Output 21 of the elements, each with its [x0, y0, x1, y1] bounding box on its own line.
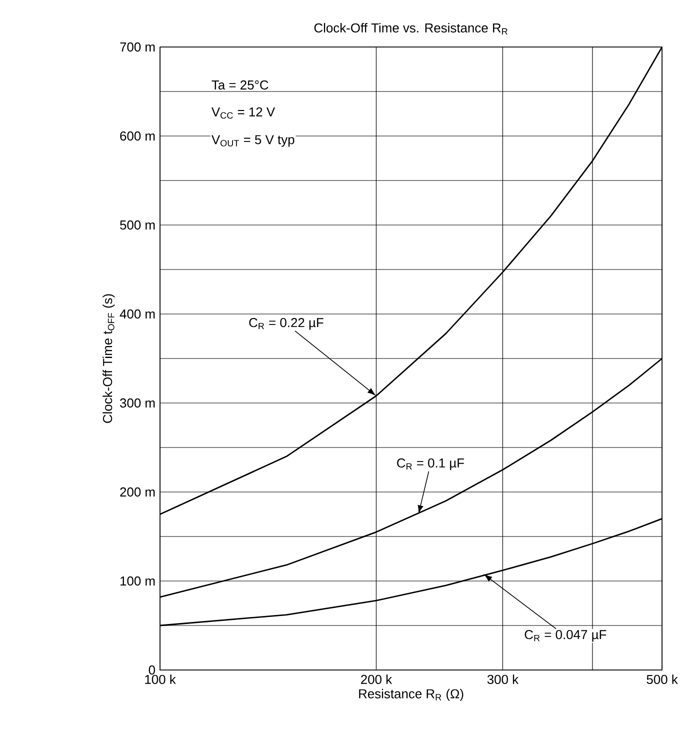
x-tick-label: 500 k — [646, 674, 678, 684]
x-tick-label: 300 k — [487, 674, 519, 684]
annotation: C$_{R}$ = 0.047 µF — [524, 630, 606, 642]
chart-title: Clock-Off Time vs. Resistance R$_{R}$ — [314, 22, 508, 35]
x-tick-label: 100 k — [145, 674, 176, 684]
y-tick-label: 500 m — [120, 220, 155, 230]
annotation: C$_{R}$ = 0.1 µF — [397, 458, 464, 470]
y-tick-label: 100 m — [120, 576, 155, 586]
y-tick-label: 600 m — [120, 131, 155, 141]
y-tick-label: 400 m — [120, 309, 155, 319]
x-tick-label: 200 k — [361, 674, 392, 684]
y-tick-label: 0 — [148, 665, 156, 675]
y-tick-label: 300 m — [120, 398, 155, 408]
y-axis-title: Clock-Off Time t$_{OFF}$ (s) — [102, 294, 115, 423]
annotation: Ta = 25°C — [212, 80, 268, 90]
y-tick-label: 200 m — [120, 487, 155, 497]
y-tick-label: 700 m — [120, 42, 155, 52]
annotation: C$_{R}$ = 0.22 µF — [249, 318, 324, 330]
x-axis-title: Resistance R$_{R}$ (Ω) — [359, 688, 464, 701]
annotation: V$_{CC}$ = 12 V — [212, 107, 276, 119]
annotation: V$_{OUT}$ = 5 V typ — [212, 135, 294, 147]
